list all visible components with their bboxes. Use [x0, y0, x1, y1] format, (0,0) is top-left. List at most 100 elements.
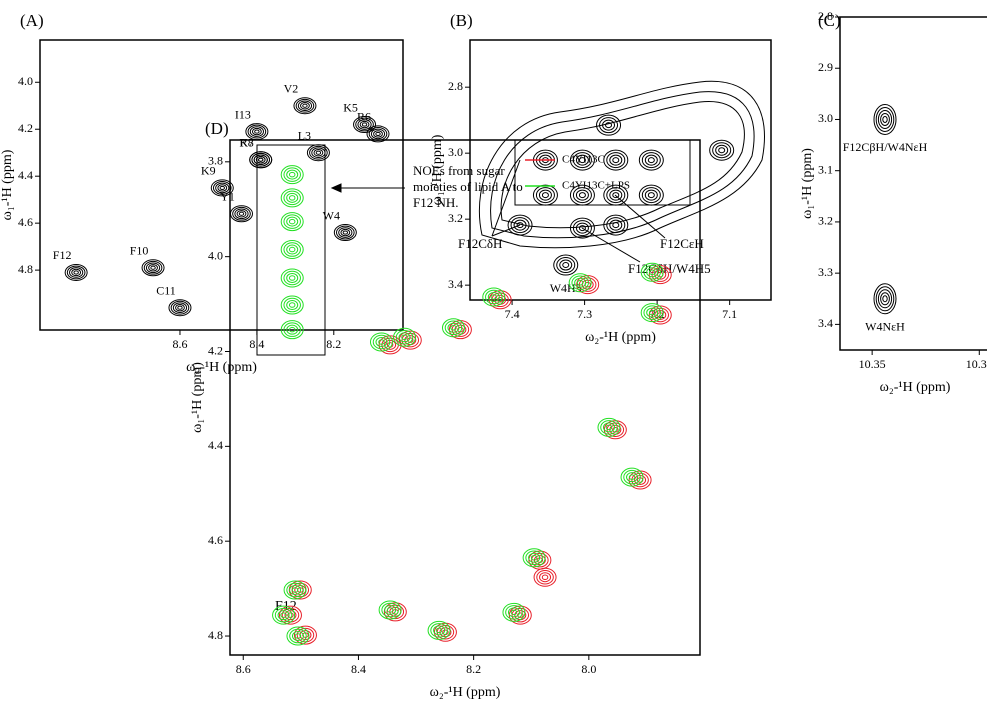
peak — [281, 213, 303, 231]
y-tick-label: 4.4 — [208, 438, 223, 452]
contour-ring — [142, 260, 164, 276]
contour-ring — [343, 231, 347, 234]
peak-label: R6 — [357, 110, 371, 124]
contour-ring — [65, 264, 87, 280]
contour-ring — [287, 301, 298, 310]
x-tick-label: 8.0 — [581, 662, 596, 676]
peak — [294, 98, 316, 114]
contour-ring — [239, 212, 243, 215]
arrow-head — [332, 184, 341, 192]
peak-label: F10 — [130, 244, 149, 258]
x-tick-label: 7.4 — [505, 307, 520, 321]
peak — [281, 166, 303, 184]
peak — [874, 104, 896, 134]
contour-ring — [289, 247, 295, 252]
contour-ring — [542, 575, 548, 580]
peak — [294, 626, 316, 644]
contour-ring — [289, 172, 295, 177]
contour-ring — [610, 220, 622, 230]
panel-label: (D) — [205, 119, 229, 138]
contour-ring — [294, 98, 316, 114]
peak — [230, 206, 252, 222]
peak — [508, 215, 532, 235]
contour-ring — [176, 304, 185, 310]
contour-ring — [883, 296, 887, 302]
contour-ring — [881, 293, 890, 305]
plot-frame — [230, 140, 700, 655]
peak-label: Y1 — [220, 190, 235, 204]
y-tick-label: 4.2 — [208, 343, 223, 357]
y-tick-label: 4.0 — [18, 74, 33, 88]
contour-ring — [613, 223, 619, 228]
contour-ring — [250, 152, 272, 168]
contour-ring — [72, 269, 81, 275]
y-tick-label: 4.2 — [18, 121, 33, 135]
contour-ring — [560, 260, 572, 270]
y-tick-label: 3.2 — [448, 211, 463, 225]
peak — [281, 241, 303, 259]
contour-ring — [576, 190, 588, 200]
x-tick-label: 8.4 — [351, 662, 366, 676]
contour-ring — [287, 193, 298, 202]
contour-ring — [542, 193, 548, 198]
x-tick-label: 7.3 — [577, 307, 592, 321]
x-tick-label: 10.35 — [859, 357, 886, 371]
peak — [534, 568, 556, 586]
y-axis-label: ω₁-¹H (ppm) — [190, 362, 205, 433]
contour-ring — [341, 229, 350, 235]
y-tick-label: 3.4 — [448, 277, 463, 291]
peak — [281, 296, 303, 314]
peak — [483, 288, 505, 306]
x-axis-label: ω₂-¹H (ppm) — [585, 330, 656, 345]
contour-ring — [74, 271, 78, 274]
peak — [142, 260, 164, 276]
contour-ring — [610, 155, 622, 165]
legend-label: C4YI13C — [562, 154, 605, 166]
peak-label: F12 — [53, 248, 72, 262]
contour-ring — [303, 104, 307, 107]
peaks — [874, 104, 896, 313]
peak — [65, 264, 87, 280]
peak-label: K7 — [239, 136, 254, 150]
annotation: F12CδH/W4H5 — [628, 261, 711, 276]
contour-ring — [563, 263, 569, 268]
y-tick-label: 3.1 — [818, 162, 833, 176]
contour-ring — [316, 151, 320, 154]
peak — [370, 333, 392, 351]
y-tick-label: 2.8 — [448, 79, 463, 93]
contour-ring — [874, 284, 896, 314]
peak-label: C11 — [156, 283, 176, 297]
contour-ring — [287, 273, 298, 282]
annotation: F12CεH — [660, 236, 704, 251]
contour-ring — [287, 245, 298, 254]
annotation: NOEs from sugar — [413, 163, 505, 178]
peak-label: I13 — [235, 107, 251, 121]
annotation: F12CδH — [458, 236, 502, 251]
contour-ring — [149, 265, 158, 271]
y-tick-label: 3.8 — [208, 154, 223, 168]
x-tick-label: 8.6 — [172, 337, 187, 351]
contour-ring — [289, 276, 295, 281]
x-tick-label: 8.2 — [466, 662, 481, 676]
contour-ring — [314, 150, 323, 156]
contour-ring — [881, 113, 890, 125]
contour-ring — [719, 148, 725, 153]
x-axis-label: ω₂-¹H (ppm) — [880, 380, 951, 395]
contour-ring — [307, 145, 329, 161]
peak — [604, 215, 628, 235]
peak — [604, 150, 628, 170]
contour-ring — [539, 190, 551, 200]
contour-ring — [648, 193, 654, 198]
x-axis-label: ω₂-¹H (ppm) — [430, 685, 501, 700]
y-tick-label: 3.2 — [818, 214, 833, 228]
peak — [503, 603, 525, 621]
contour-ring — [645, 190, 657, 200]
contour-ring — [287, 170, 298, 179]
peak — [554, 255, 578, 275]
y-tick-label: 3.3 — [818, 265, 833, 279]
figure: F12CδH F12CεH F12CδH/W4H5 NOEs from suga… — [0, 0, 987, 706]
contour-ring — [613, 158, 619, 163]
contour-ring — [230, 206, 252, 222]
x-tick-label: 8.6 — [236, 662, 251, 676]
contour-ring — [289, 303, 295, 308]
